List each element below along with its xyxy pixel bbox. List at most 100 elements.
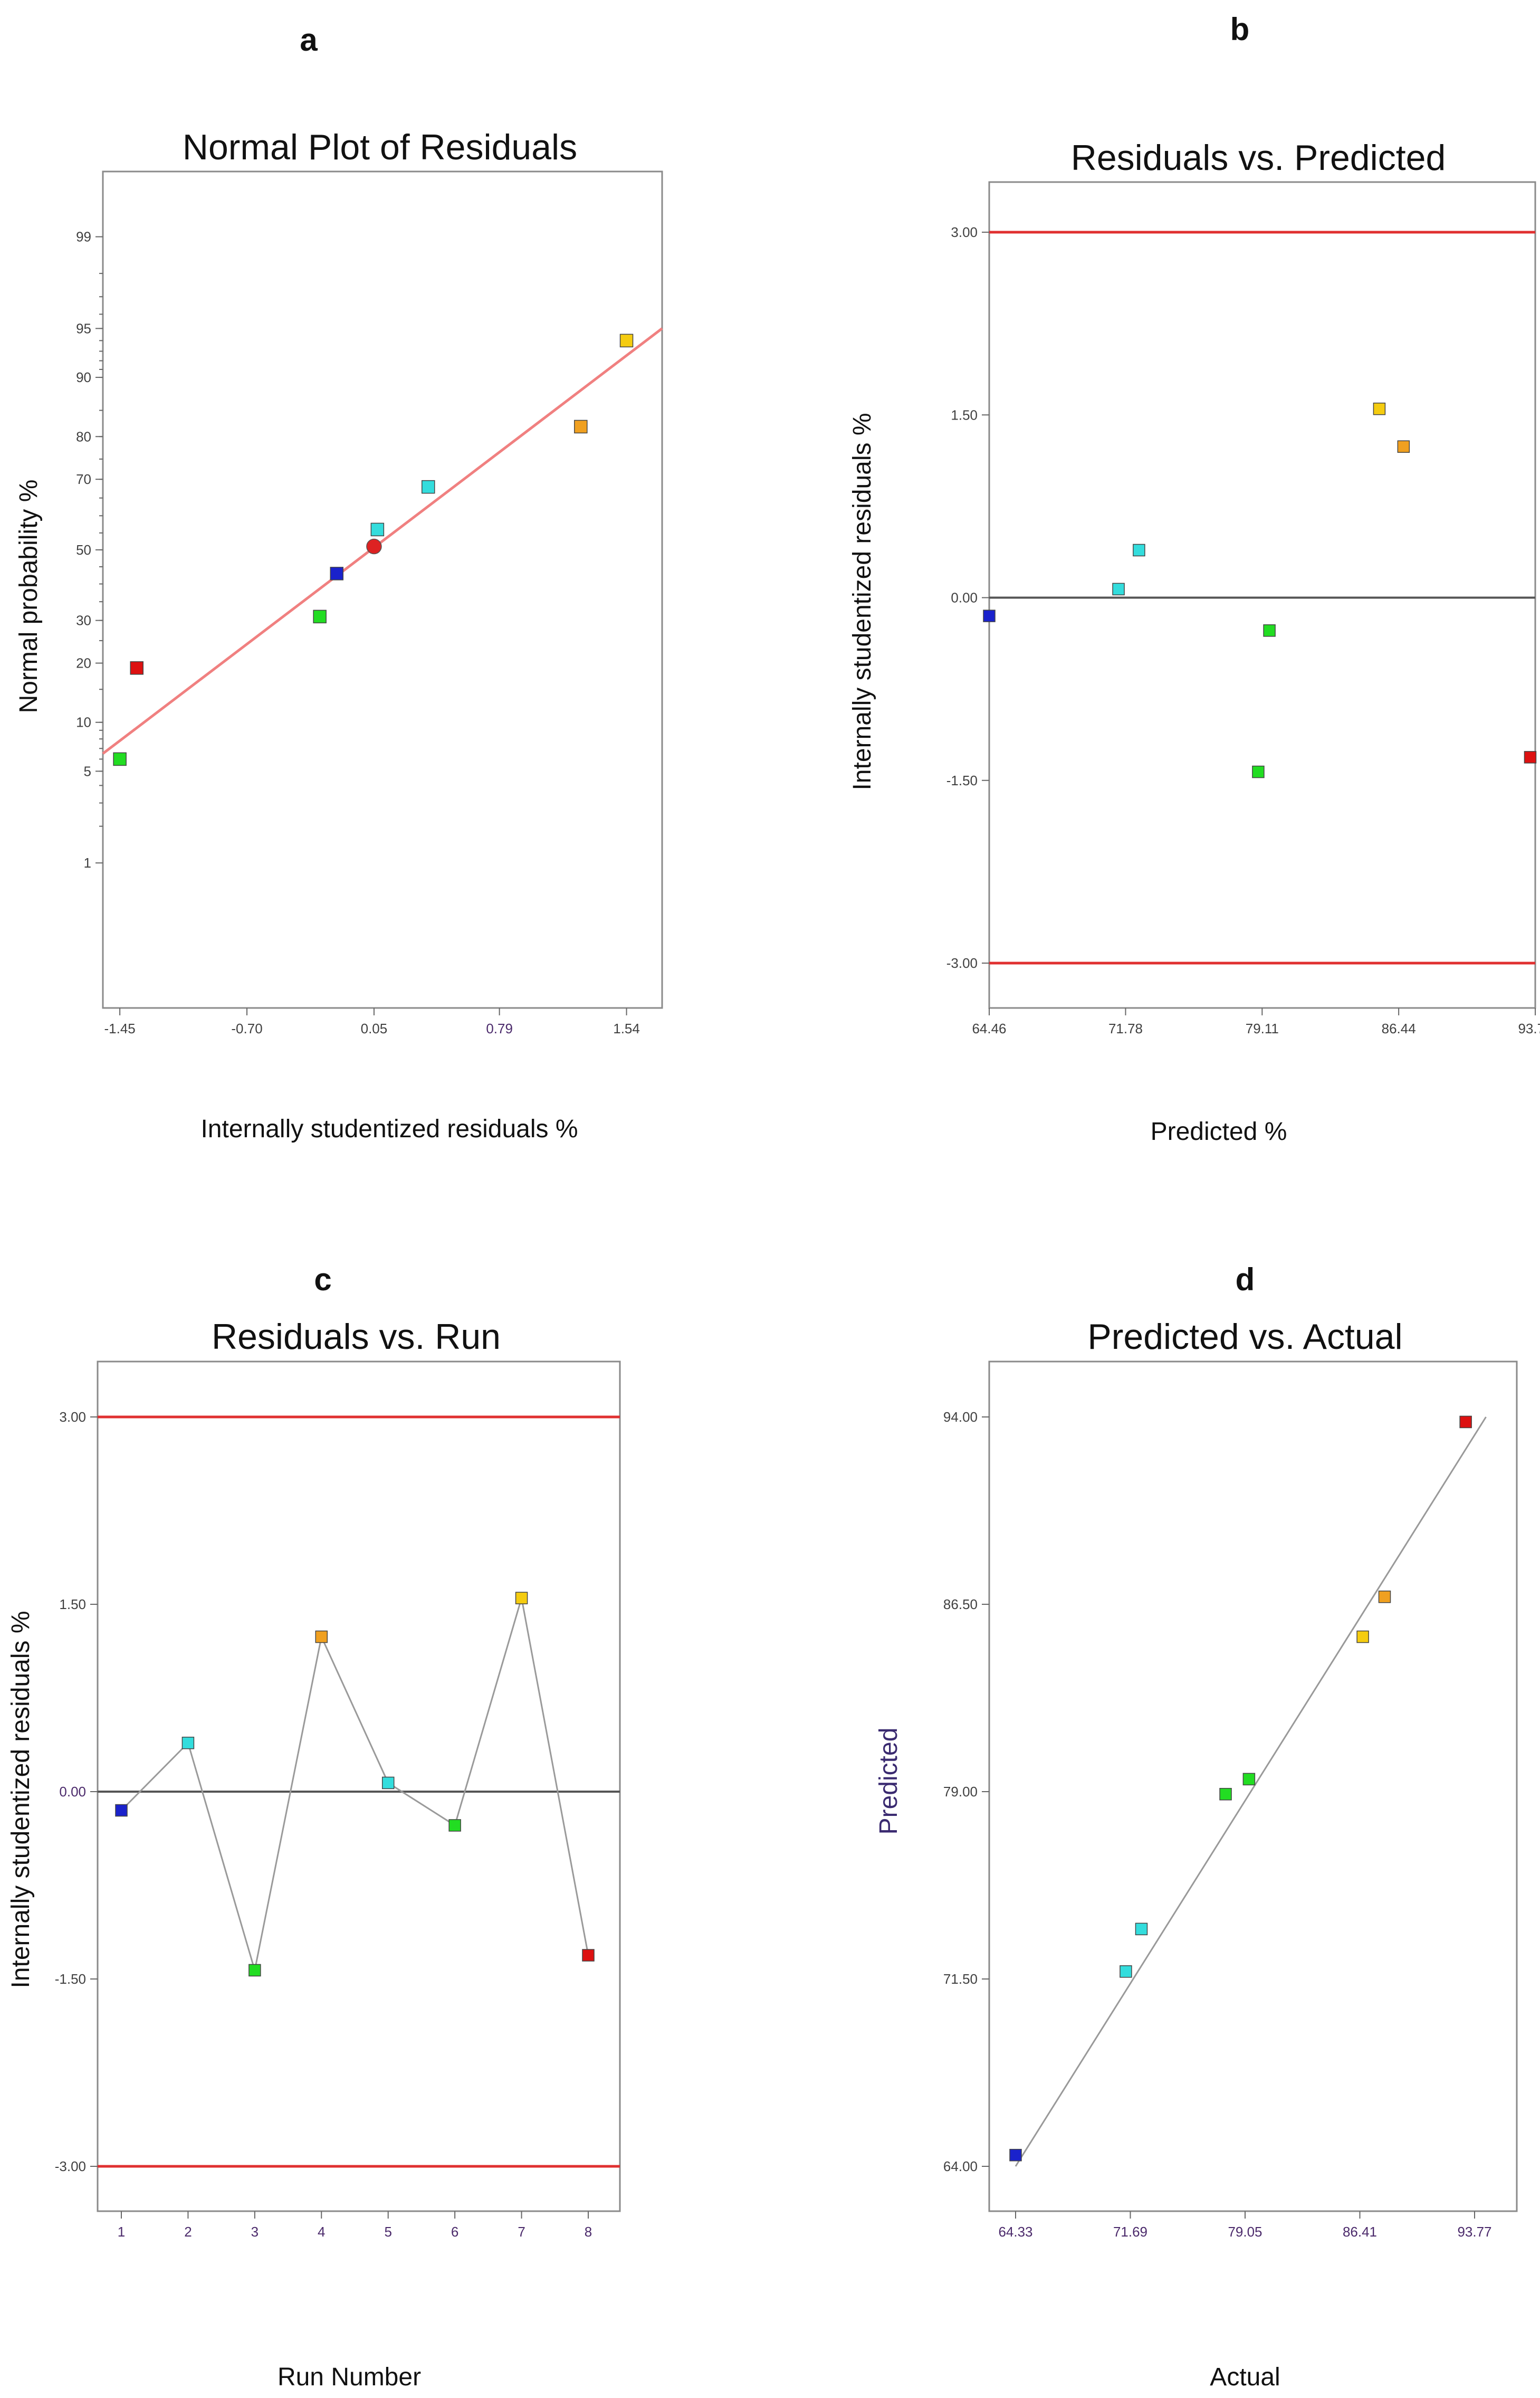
panel-d-y-tick-label: 94.00: [943, 1409, 978, 1425]
panel-b-y-label: Internally studentized residuals %: [848, 413, 876, 790]
panel-a-y-tick-label: 5: [84, 763, 91, 779]
panel-a-point: [574, 420, 588, 434]
panel-a-y-tick-label: 10: [76, 715, 91, 730]
panel-c-x-tick-label: 3: [251, 2224, 259, 2240]
panel-b-point: [1397, 440, 1410, 453]
panel-d-point: [1120, 1965, 1132, 1978]
panel-a-y-tick-label: 90: [76, 369, 91, 385]
panel-a-point: [330, 567, 344, 581]
panel-d-point: [1459, 1415, 1472, 1429]
panel-c-x-label: Run Number: [278, 2363, 421, 2391]
panel-d-point: [1009, 2148, 1022, 2162]
panel-a-x-tick-label: 1.54: [613, 1021, 640, 1036]
panel-b: b Residuals vs. Predicted -3.00 -1.50 0.00…: [848, 12, 1540, 1146]
panel-b-point: [1373, 402, 1386, 415]
panel-a-x-axis: -1.45 -0.70 0.05 0.79 1.54: [104, 1008, 640, 1036]
panel-c: c Residuals vs. Run -3.00 -1.50 0.00 1.50 3.…: [7, 1262, 621, 2391]
panel-d-plot-frame: [988, 1360, 1518, 2212]
panel-c-plot-frame: [97, 1360, 621, 2212]
panel-a-points: [113, 334, 634, 766]
panel-a-y-tick-label: 99: [76, 229, 91, 245]
panel-d-point: [1242, 1773, 1256, 1786]
panel-a-point: [366, 538, 382, 555]
panel-a-point: [130, 661, 144, 675]
panel-c-points: [115, 1592, 595, 1977]
panel-a-x-tick-label: -1.45: [104, 1021, 135, 1036]
panel-c-x-tick-label: 5: [384, 2224, 391, 2240]
panel-c-y-tick-label: 1.50: [59, 1596, 86, 1612]
panel-b-y-tick-label: 0.00: [951, 590, 978, 606]
panel-d: d Predicted vs. Actual 64.00 71.50 79.00 86…: [875, 1262, 1518, 2391]
panel-c-x-tick-label: 2: [184, 2224, 192, 2240]
panel-a-y-tick-label: 20: [76, 655, 91, 671]
panel-d-point: [1135, 1923, 1148, 1936]
panel-b-y-tick-label: 1.50: [951, 407, 978, 423]
panel-b-y-tick-label: -3.00: [946, 955, 978, 971]
panel-c-x-tick-label: 1: [118, 2224, 125, 2240]
panel-a-x-tick-label: 0.05: [361, 1021, 388, 1036]
panel-c-point: [515, 1592, 528, 1604]
panel-d-letter: d: [1236, 1262, 1255, 1297]
panel-b-letter: b: [1230, 12, 1250, 47]
panel-c-point: [381, 1776, 395, 1790]
panel-a-y-tick-label: 80: [76, 429, 91, 444]
panel-d-y-label: Predicted: [875, 1728, 903, 1835]
panel-c-point: [448, 1819, 461, 1832]
panel-c-point: [248, 1964, 261, 1977]
panel-a-point: [370, 522, 385, 537]
panel-b-x-tick-label: 79.11: [1246, 1021, 1279, 1036]
panel-a-y-tick-label: 95: [76, 320, 91, 336]
panel-c-y-tick-label: -3.00: [55, 2158, 86, 2174]
panel-b-y-tick-label: -1.50: [946, 773, 978, 788]
panel-d-x-label: Actual: [1210, 2363, 1280, 2391]
panel-c-reference-lines: [98, 1415, 620, 2168]
panel-c-y-tick-label: 0.00: [59, 1784, 86, 1800]
panel-b-y-tick-label: 3.00: [951, 224, 978, 240]
panel-c-x-axis: 1 2 3 4 5 6 7 8: [118, 2211, 592, 2240]
panel-d-points: [1009, 1415, 1472, 2162]
panel-d-x-axis: 64.33 71.69 79.05 86.41 93.77: [998, 2211, 1492, 2240]
panel-d-y-tick-label: 64.00: [943, 2158, 978, 2174]
panel-a-point: [421, 480, 435, 494]
panel-b-point: [1524, 751, 1537, 764]
panel-c-point: [315, 1630, 328, 1643]
panel-a-letter: a: [300, 22, 318, 58]
panel-c-y-axis: -3.00 -1.50 0.00 1.50 3.00: [55, 1409, 98, 2174]
panel-c-x-tick-label: 7: [518, 2224, 525, 2240]
panel-c-letter: c: [314, 1262, 331, 1297]
panel-a-plot-frame: [102, 170, 663, 1009]
panel-a-point: [113, 752, 127, 766]
panel-c-point: [115, 1804, 128, 1817]
panel-d-x-tick-label: 79.05: [1228, 2224, 1262, 2240]
panel-a-x-tick-label: -0.70: [231, 1021, 262, 1036]
panel-c-x-tick-label: 6: [451, 2224, 458, 2240]
panel-a-y-tick-label: 1: [84, 855, 91, 871]
panel-d-x-tick-label: 86.41: [1343, 2224, 1377, 2240]
panel-d-fit-line: [1015, 1416, 1487, 2167]
panel-b-y-axis: -3.00 -1.50 0.00 1.50 3.00: [946, 224, 989, 971]
panel-b-x-tick-label: 86.44: [1382, 1021, 1416, 1036]
panel-a-y-tick-label: 50: [76, 542, 91, 558]
panel-a-y-tick-label: 30: [76, 613, 91, 629]
panel-c-point: [582, 1949, 595, 1962]
panel-c-run-line: [120, 1597, 589, 1971]
panel-a-point: [619, 334, 634, 348]
panel-d-title: Predicted vs. Actual: [1087, 1317, 1402, 1357]
panel-c-y-tick-label: -1.50: [55, 1971, 86, 1987]
panel-a-x-label: Internally studentized residuals %: [200, 1115, 578, 1143]
panel-a: a Normal Plot of Residuals 1 5 10 20 30 50 70 8…: [15, 22, 663, 1143]
panel-b-points: [983, 402, 1537, 778]
panel-b-point: [1263, 624, 1276, 637]
panel-b-x-label: Predicted %: [1151, 1118, 1287, 1146]
panel-a-y-label: Normal probability %: [15, 480, 43, 713]
panel-d-x-tick-label: 64.33: [998, 2224, 1032, 2240]
panel-c-point: [181, 1736, 195, 1749]
panel-d-y-tick-label: 79.00: [943, 1784, 978, 1800]
panel-a-y-tick-label: 70: [76, 471, 91, 487]
panel-b-x-tick-label: 93.77: [1518, 1021, 1540, 1036]
panel-d-y-tick-label: 71.50: [943, 1971, 978, 1987]
panel-b-point: [1112, 583, 1125, 596]
panel-d-x-tick-label: 93.77: [1457, 2224, 1491, 2240]
panel-d-y-axis: 64.00 71.50 79.00 86.50 94.00: [943, 1409, 989, 2174]
